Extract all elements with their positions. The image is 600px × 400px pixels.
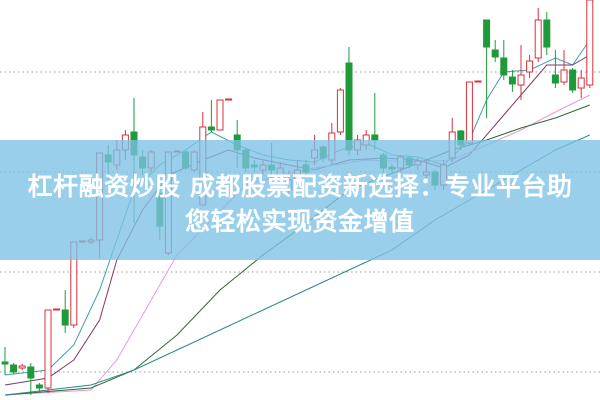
candle-up (18, 365, 26, 369)
candle-up (225, 98, 233, 101)
title-banner (0, 140, 600, 260)
candle-up (465, 81, 473, 144)
candle-down (1, 361, 9, 365)
candle-up (474, 80, 482, 83)
candle-down (491, 49, 499, 58)
candle-up (336, 89, 344, 133)
candle-down (61, 309, 69, 326)
candle-up (44, 309, 52, 389)
candle-up (517, 74, 525, 86)
candle-down (345, 62, 353, 151)
candle-up (586, 0, 594, 86)
candle-up (560, 69, 568, 83)
title-line-1: 杠杆融资炒股 成都股票配资新选择：专业平台助 (27, 172, 573, 201)
candle-up (526, 60, 534, 73)
candle-down (10, 364, 18, 373)
title-line-2: 您轻松实现资金增值 (185, 207, 415, 236)
candle-down (207, 126, 215, 131)
candle-down (508, 76, 516, 85)
candle-up (534, 19, 542, 59)
candle-down (500, 57, 508, 76)
candle-down (551, 74, 559, 84)
candle-down (569, 69, 577, 91)
candle-up (577, 77, 585, 89)
candle-down (27, 366, 35, 379)
candle-down (35, 384, 43, 389)
candle-down (543, 19, 551, 48)
candle-down (483, 19, 491, 48)
candle-up (53, 308, 61, 311)
candle-up (216, 99, 224, 131)
